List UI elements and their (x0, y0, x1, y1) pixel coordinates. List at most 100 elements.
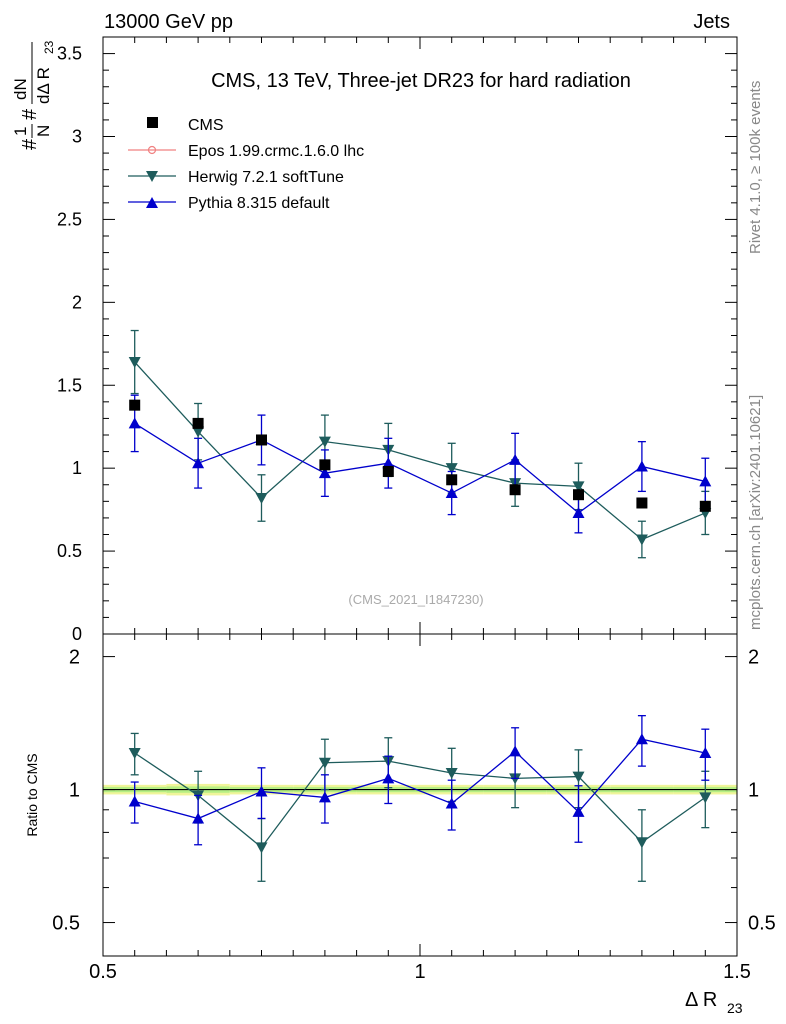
main-herwig-point (445, 463, 458, 475)
main-cms-point (256, 434, 267, 446)
main-cms-point (319, 459, 331, 471)
main-pythia-point (635, 460, 648, 472)
main-panel: CMS, 13 TeV, Three-jet DR23 for hard rad… (11, 36, 738, 644)
legend-epos-label: Epos 1.99.crmc.1.6.0 lhc (188, 143, 364, 160)
main-herwig-point (128, 357, 141, 369)
main-cms-point (382, 465, 394, 477)
ratio-herwig-line (134, 752, 706, 849)
ratio-y-tick-label-left: 1 (69, 780, 80, 802)
legend-epos-marker (147, 145, 157, 155)
ratio-herwig-point (318, 757, 331, 769)
legend-herwig-label: Herwig 7.2.1 softTune (188, 169, 344, 186)
x-label-subscript: 23 (727, 1000, 743, 1016)
main-herwig-point (192, 426, 205, 438)
ratio-pythia-point (192, 812, 205, 824)
main-pythia-point (699, 475, 712, 487)
ratio-pythia-point (445, 797, 458, 809)
main-series-layer (128, 329, 712, 559)
mcplots-source-label: mcplots.cern.ch [arXiv:2401.10621] (747, 395, 764, 630)
ratio-pythia-point (382, 772, 395, 784)
main-pythia-point (445, 487, 458, 499)
ratio-herwig-point (699, 792, 712, 804)
main-cms-point (509, 484, 521, 496)
legend: CMS Epos 1.99.crmc.1.6.0 lhc Herwig 7.2.… (128, 117, 364, 212)
main-y-axis-label: # 1 N # dN dΔ R 23 (11, 40, 56, 150)
main-cms-point (636, 497, 648, 509)
main-y-tick-labels: 0 0.5 1 1.5 2 2.5 3 3.5 (57, 44, 82, 644)
ratio-pythia-point (509, 745, 522, 757)
ratio-pythia-point (255, 785, 268, 797)
ratio-herwig-point (635, 837, 648, 849)
ratio-herwig-point (128, 748, 141, 760)
legend-cms-label: CMS (188, 117, 224, 134)
main-pythia-point (128, 417, 141, 429)
ratio-series-layer (128, 715, 712, 882)
ratio-pythia-point (572, 805, 585, 817)
ratio-y-tick-label-left: 0.5 (52, 913, 80, 935)
ratio-tick-labels: 0.5 0.5 1 1 2 2 0.5 1 1.5 (52, 647, 776, 983)
main-y-tick-label: 0 (72, 624, 82, 644)
x-axis-label: Δ R 23 (685, 989, 743, 1016)
main-pythia-point (192, 457, 205, 469)
header-process-label: Jets (693, 11, 730, 33)
main-pythia-point (382, 457, 395, 469)
analysis-watermark: (CMS_2021_I1847230) (348, 592, 483, 607)
legend-pythia-label: Pythia 8.315 default (188, 195, 330, 212)
ratio-y-axis-label: Ratio to CMS (24, 753, 40, 836)
main-herwig-point (572, 481, 585, 493)
y-label-hash-2: # (19, 108, 41, 120)
x-tick-label: 1 (414, 961, 425, 983)
main-y-tick-label: 3.5 (57, 44, 82, 64)
main-axis-ticks (102, 36, 738, 635)
ratio-axis-ticks (102, 634, 738, 956)
y-label-denominator: dΔ R (34, 67, 53, 104)
ratio-y-tick-label-right: 2 (748, 647, 759, 669)
y-label-one: 1 (11, 127, 30, 136)
legend-pythia-marker (146, 197, 158, 208)
header-energy-label: 13000 GeV pp (104, 11, 233, 33)
x-tick-label: 1.5 (723, 961, 751, 983)
main-y-tick-label: 2.5 (57, 209, 82, 229)
main-pythia-point (572, 506, 585, 518)
ratio-panel: 0.5 0.5 1 1 2 2 0.5 1 1.5 Ratio to CMS Δ R 23 (24, 633, 776, 1016)
ratio-herwig-point (255, 842, 268, 854)
main-cms-point (129, 399, 141, 411)
y-label-subscript: 23 (42, 40, 56, 54)
ratio-pythia-point (635, 733, 648, 745)
main-pythia-line (134, 422, 706, 514)
legend-herwig-marker (146, 171, 158, 182)
main-pythia-point (509, 453, 522, 465)
main-y-tick-label: 1.5 (57, 375, 82, 395)
ratio-herwig-point (445, 768, 458, 780)
main-herwig-line (134, 361, 706, 541)
ratio-pythia-point (699, 747, 712, 759)
main-herwig-point (318, 436, 331, 448)
ratio-pythia-point (318, 791, 331, 803)
ratio-y-tick-label-right: 0.5 (748, 913, 776, 935)
chart-title: CMS, 13 TeV, Three-jet DR23 for hard rad… (211, 70, 631, 92)
main-y-tick-label: 1 (72, 458, 82, 478)
x-label-main: Δ R (685, 989, 717, 1011)
main-y-tick-label: 2 (72, 292, 82, 312)
y-label-hash: # (19, 138, 41, 150)
x-tick-label: 0.5 (89, 961, 117, 983)
ratio-herwig-point (572, 771, 585, 783)
rivet-version-label: Rivet 4.1.0, ≥ 100k events (747, 81, 764, 254)
ratio-y-tick-label-right: 1 (748, 780, 759, 802)
ratio-pythia-point (128, 795, 141, 807)
ratio-pythia-line (134, 738, 706, 820)
main-cms-point (573, 489, 584, 501)
y-label-dN: dN (11, 78, 30, 100)
legend-cms-marker (147, 117, 158, 128)
main-herwig-point (255, 493, 268, 505)
main-y-tick-label: 3 (72, 127, 82, 147)
ratio-y-tick-label-left: 2 (69, 647, 80, 669)
main-cms-point (192, 417, 204, 429)
main-cms-point (446, 474, 458, 486)
main-y-tick-label: 0.5 (57, 541, 82, 561)
y-label-N: N (34, 125, 53, 137)
main-herwig-point (635, 534, 648, 546)
main-pythia-point (318, 467, 331, 479)
main-cms-point (699, 500, 711, 512)
